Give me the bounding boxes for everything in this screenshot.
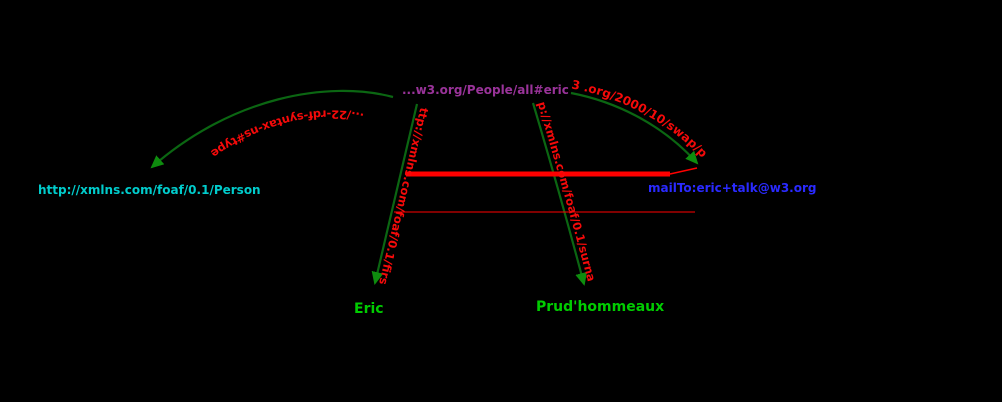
edge-label-foaf-first: ttp://xmlns.com/foaf/0.1/firs — [376, 106, 431, 286]
edge-foaf-first-line — [371, 103, 419, 285]
node-subject-uri[interactable]: ...w3.org/People/all#eric — [402, 83, 569, 97]
node-person-class-uri[interactable]: http://xmlns.com/foaf/0.1/Person — [38, 183, 261, 197]
edge-foaf-surname-line — [531, 102, 587, 286]
edge-swap-pim-line — [570, 91, 699, 165]
svg-text:p://xmlns.com/foaf/0.1/surna: p://xmlns.com/foaf/0.1/surna — [535, 100, 599, 283]
node-surname-literal: Prud'hommeaux — [536, 299, 665, 315]
edge-rdf-type-line — [150, 89, 394, 169]
node-mailbox-uri[interactable]: mailTo:eric+talk@w3.org — [648, 181, 817, 195]
highlight-line-thick-tail — [669, 167, 698, 175]
svg-text:ttp://xmlns.com/foaf/0.1/firs: ttp://xmlns.com/foaf/0.1/firs — [376, 106, 431, 286]
svg-text:3 .org/2000/10/swap/pim: 3 .org/2000/10/swap/pim — [0, 0, 710, 161]
edge-label-swap-pim: 3 .org/2000/10/swap/pim — [0, 0, 710, 161]
node-first-name-literal: Eric — [354, 301, 384, 317]
edge-label-foaf-surname: p://xmlns.com/foaf/0.1/surna — [535, 100, 599, 283]
